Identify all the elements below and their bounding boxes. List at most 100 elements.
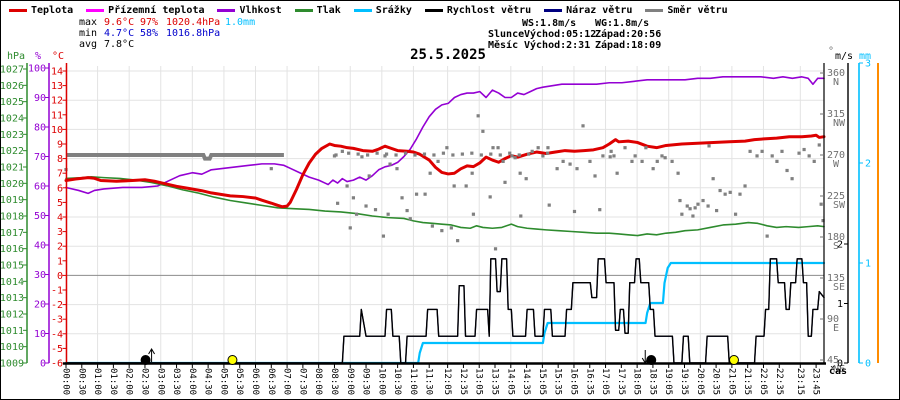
time-axis-caption: čas — [829, 366, 848, 377]
time-tick-label: 14:05 — [505, 368, 515, 395]
time-tick-label: 13:05 — [474, 368, 484, 395]
pressure-tick-label: 1013 — [1, 293, 24, 304]
temperature-tick-label: 6 — [57, 183, 63, 194]
direction-tick-label: 270 — [827, 150, 845, 161]
direction-tick-label: 360 — [827, 68, 845, 79]
time-tick-label: 22:35 — [774, 368, 784, 395]
temperature-axis-unit: °C — [52, 51, 64, 62]
stat-value: 1.0mm — [225, 17, 256, 28]
time-tick-label: 04:30 — [203, 368, 213, 395]
time-tick-label: 19:05 — [663, 368, 673, 395]
time-tick-label: 18:05 — [632, 368, 642, 395]
legend-swatch — [353, 9, 372, 12]
pressure-tick-label: 1009 — [1, 358, 24, 369]
stat-value: 58% — [140, 28, 159, 39]
direction-tick-label: 135 — [827, 273, 845, 284]
humidity-tick-label: 0 — [40, 359, 46, 370]
moon-marker — [646, 355, 657, 365]
wind-direction-points — [64, 114, 825, 251]
time-tick-label: 03:00 — [155, 368, 165, 395]
pressure-tick-label: 1017 — [1, 228, 24, 239]
stat-value: 4.7°C — [104, 28, 135, 39]
time-tick-label: 18:35 — [647, 368, 657, 395]
time-tick-label: 09:30 — [361, 368, 371, 395]
legend-item: Srážky — [353, 5, 412, 16]
stat-row-label: max — [79, 17, 98, 28]
stat-value: 1016.8hPa — [166, 28, 221, 39]
pressure-tick-label: 1025 — [1, 97, 24, 108]
chart-title: 25.5.2025 — [410, 47, 486, 63]
pressure-tick-label: 1027 — [1, 65, 24, 76]
gridlines — [65, 66, 824, 363]
legend-swatch — [544, 9, 563, 12]
legend-swatch — [645, 9, 664, 12]
direction-axis-unit: ° — [828, 46, 834, 57]
time-tick-label: 09:00 — [345, 368, 355, 395]
info-text: WG:1.8m/s — [595, 18, 650, 29]
humidity-tick-label: 60 — [34, 182, 46, 193]
direction-cardinal-label: NE — [833, 364, 845, 375]
stat-value: 1020.4hPa — [166, 17, 221, 28]
time-tick-label: 11:30 — [424, 368, 434, 395]
temperature-tick-label: -1 — [51, 286, 63, 297]
wind-tick-label: 2 — [837, 240, 843, 251]
time-tick-label: 05:30 — [234, 368, 244, 395]
time-tick-label: 21:35 — [742, 368, 752, 395]
stat-value: 9.6°C — [104, 17, 135, 28]
info-text: Východ:2:31 — [524, 40, 591, 51]
series — [64, 76, 826, 365]
time-tick-label: 20:35 — [711, 368, 721, 395]
pressure-tick-label: 1021 — [1, 162, 24, 173]
stat-value: 7.8°C — [104, 39, 135, 50]
time-tick-label: 00:30 — [76, 368, 86, 395]
sun-marker — [227, 355, 238, 365]
time-tick-label: 15:35 — [553, 368, 563, 395]
direction-cardinal-label: W — [833, 159, 840, 170]
humidity-tick-label: 80 — [34, 123, 46, 134]
temperature-tick-label: -5 — [51, 344, 63, 355]
temperature-tick-label: 13 — [51, 81, 63, 92]
legend-label: Směr větru — [667, 5, 728, 16]
rain-tick-label: 0 — [865, 359, 871, 370]
pressure-tick-label: 1020 — [1, 179, 24, 190]
time-tick-label: 19:35 — [679, 368, 689, 395]
temperature-tick-label: 7 — [57, 169, 63, 180]
humidity-tick-label: 40 — [34, 241, 46, 252]
direction-cardinal-label: N — [833, 77, 839, 88]
legend-label: Vlhkost — [239, 5, 282, 16]
time-tick-label: 12:35 — [458, 368, 468, 395]
time-tick-label: 15:05 — [537, 368, 547, 395]
time-tick-label: 01:00 — [92, 368, 102, 395]
series-tlak — [65, 175, 825, 237]
direction-cardinal-label: SE — [833, 282, 845, 293]
legend-item: Vlhkost — [217, 5, 282, 16]
time-tick-label: 10:30 — [392, 368, 402, 395]
moon-marker — [140, 355, 151, 365]
legend-swatch — [294, 9, 313, 12]
time-tick-label: 02:00 — [124, 368, 134, 395]
legend-label: Teplota — [31, 5, 74, 16]
pressure-tick-label: 1018 — [1, 211, 24, 222]
pressure-tick-label: 1012 — [1, 309, 24, 320]
rain-tick-label: 1 — [865, 259, 871, 270]
direction-tick-label: 180 — [827, 232, 845, 243]
humidity-tick-label: 100 — [28, 64, 46, 75]
legend-item: Rychlost větru — [424, 5, 531, 16]
rain-tick-label: 2 — [865, 159, 871, 170]
series-rychlost-v-tru — [65, 258, 825, 364]
direction-tick-label: 225 — [827, 191, 845, 202]
time-tick-label: 11:00 — [408, 368, 418, 395]
stat-row-label: min — [79, 28, 98, 39]
temperature-tick-label: 11 — [51, 110, 63, 121]
pressure-tick-label: 1016 — [1, 244, 24, 255]
info-text: Západ:20:56 — [595, 29, 662, 40]
legend-label: Přízemní teplota — [108, 5, 205, 16]
info-text: Měsíc — [488, 40, 519, 51]
humidity-tick-label: 50 — [34, 211, 46, 222]
temperature-tick-label: 9 — [57, 140, 63, 151]
time-tick-label: 23:45 — [811, 368, 821, 395]
legend: Teplota Přízemní teplota Vlhkost Tlak Srážky… — [9, 5, 728, 16]
series-n-raz-v-tru — [65, 258, 825, 364]
rain-tick-label: 3 — [865, 59, 871, 70]
